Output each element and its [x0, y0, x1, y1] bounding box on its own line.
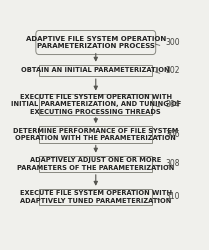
Text: DETERMINE PERFORMANCE OF FILE SYSTEM
OPERATION WITH THE PARAMETERIZATION: DETERMINE PERFORMANCE OF FILE SYSTEM OPE…	[13, 128, 178, 141]
Text: 306: 306	[155, 130, 180, 139]
FancyBboxPatch shape	[39, 156, 153, 172]
FancyBboxPatch shape	[39, 65, 153, 76]
FancyBboxPatch shape	[39, 126, 153, 142]
FancyBboxPatch shape	[39, 94, 153, 115]
Text: 304: 304	[155, 100, 180, 108]
Text: 302: 302	[155, 66, 180, 75]
Text: ADAPTIVE FILE SYSTEM OPERATION
PARAMETERIZATION PROCESS: ADAPTIVE FILE SYSTEM OPERATION PARAMETER…	[26, 36, 166, 49]
FancyBboxPatch shape	[36, 30, 156, 54]
Text: 308: 308	[155, 159, 180, 168]
FancyBboxPatch shape	[39, 189, 153, 205]
Text: 310: 310	[155, 192, 180, 202]
Text: OBTAIN AN INITIAL PARAMETERIZATION: OBTAIN AN INITIAL PARAMETERIZATION	[22, 68, 170, 73]
Text: EXECUTE FILE SYSTEM OPERATION WITH
ADAPTIVELY TUNED PARAMETERIZATION: EXECUTE FILE SYSTEM OPERATION WITH ADAPT…	[20, 190, 172, 204]
Text: 300: 300	[155, 38, 180, 47]
Text: EXECUTE FILE SYSTEM OPERATION WITH
INITIAL PARAMETERIZATION, AND TUNING OF
EXECU: EXECUTE FILE SYSTEM OPERATION WITH INITI…	[11, 94, 181, 114]
Text: ADAPTIVELY ADJUST ONE OR MORE
PARAMETERS OF THE PARAMETERIZATION: ADAPTIVELY ADJUST ONE OR MORE PARAMETERS…	[17, 157, 175, 170]
